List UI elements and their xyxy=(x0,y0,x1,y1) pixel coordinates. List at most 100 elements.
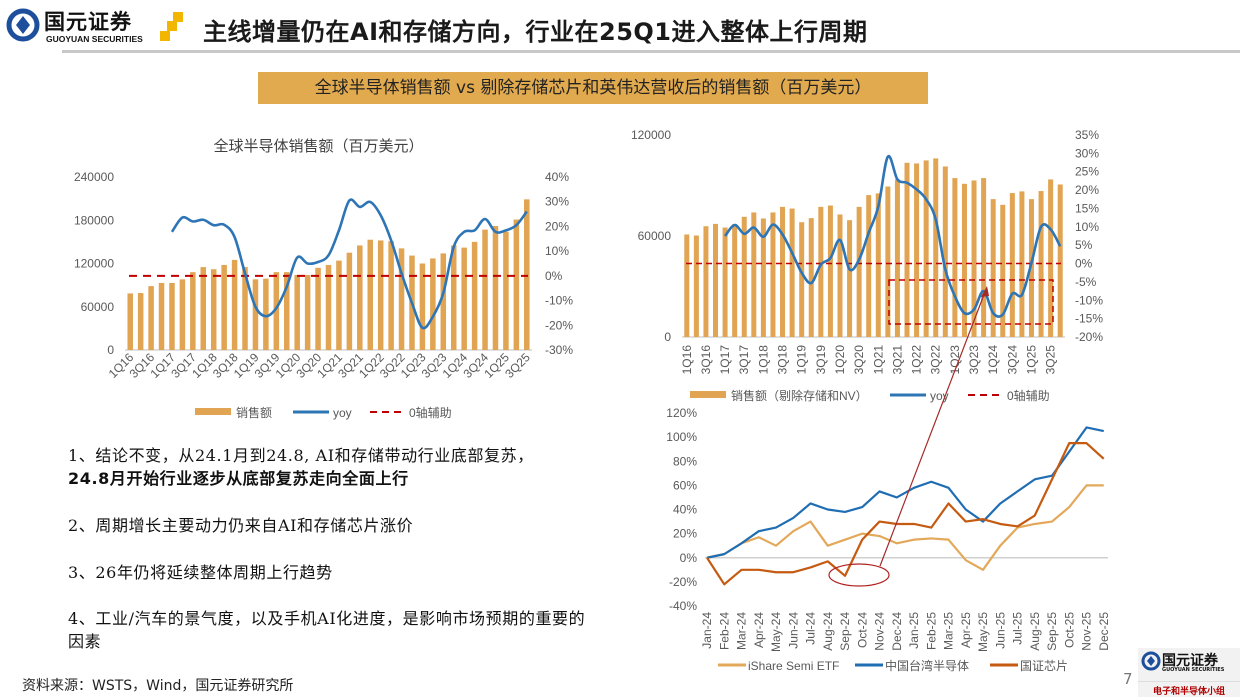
chart-title: 全球半导体销售额（百万美元） xyxy=(213,137,423,155)
bar xyxy=(990,199,996,337)
bar xyxy=(231,259,238,350)
x-axis-tick: Apr-25 xyxy=(959,612,973,648)
point-1-text: 1、结论不变，从24.1月到24.8, AI和存储带动行业底部复苏， xyxy=(68,446,534,465)
yoy-line xyxy=(724,154,1062,318)
y-axis-tick: 40% xyxy=(673,503,697,517)
right-axis-tick: 5% xyxy=(1075,238,1093,252)
bar xyxy=(388,241,394,350)
left-axis-tick: 120000 xyxy=(631,128,671,142)
bar xyxy=(492,226,499,350)
right-axis-tick: 30% xyxy=(1075,146,1099,160)
left-axis-tick: 120000 xyxy=(74,257,114,271)
logo-text-cn: 国元证券 xyxy=(44,10,132,34)
bar xyxy=(713,223,719,337)
left-axis-tick: 240000 xyxy=(74,170,114,184)
bar xyxy=(127,293,133,350)
bar xyxy=(837,214,843,337)
bar xyxy=(325,264,332,350)
x-axis-tick: 3Q20 xyxy=(852,345,866,375)
x-axis-tick: Dec-24 xyxy=(890,612,904,651)
bar xyxy=(751,212,757,337)
right-axis-tick: -30% xyxy=(545,343,573,357)
series-line-2 xyxy=(706,426,1104,559)
bar xyxy=(482,229,488,350)
x-axis-tick: Aug-24 xyxy=(821,612,835,651)
bar xyxy=(885,186,891,337)
bar xyxy=(252,279,259,350)
x-axis-tick: 3Q18 xyxy=(776,345,790,375)
point-3: 3、26年仍将延续整体周期上行趋势 xyxy=(68,563,333,582)
x-axis-tick: Sep-24 xyxy=(838,612,852,651)
footer-team-label: 电子和半导体小组 xyxy=(1138,681,1240,697)
bar xyxy=(1028,199,1034,337)
x-axis-tick: Nov-25 xyxy=(1080,612,1094,651)
x-axis-tick: Mar-24 xyxy=(735,612,749,650)
bar xyxy=(894,179,900,337)
x-axis-tick: 3Q25 xyxy=(1044,345,1058,375)
bar xyxy=(703,226,709,337)
x-axis-tick: 3Q25 xyxy=(502,350,533,381)
right-axis-tick: 25% xyxy=(1075,165,1099,179)
arrowhead-icon xyxy=(981,286,989,297)
legend-yoy-label: yoy xyxy=(930,389,949,403)
bar xyxy=(440,253,447,350)
x-axis-tick: 1Q23 xyxy=(948,345,962,375)
x-axis-tick: Jul-24 xyxy=(804,612,818,645)
bar xyxy=(461,247,467,350)
x-axis-tick: 1Q25 xyxy=(1024,345,1038,375)
right-axis-tick: -20% xyxy=(545,318,573,332)
x-axis-tick: 3Q17 xyxy=(737,345,751,375)
x-axis-tick: 1Q18 xyxy=(756,345,770,375)
bar xyxy=(503,231,509,350)
guoyuan-logo: 国元证券 GUOYUAN SECURITIES xyxy=(6,6,186,48)
right-axis-tick: 10% xyxy=(545,244,569,258)
bar xyxy=(273,272,280,350)
bar xyxy=(971,180,977,337)
bar xyxy=(148,286,154,350)
left-axis-tick: 0 xyxy=(664,330,671,344)
right-axis-tick: 20% xyxy=(545,219,569,233)
legend-bar-swatch xyxy=(690,391,726,398)
right-axis-tick: 0% xyxy=(545,269,563,283)
x-axis-tick: Jun-25 xyxy=(993,612,1007,649)
bar xyxy=(367,239,373,350)
x-axis-tick: Feb-25 xyxy=(924,612,938,650)
x-axis-tick: Nov-24 xyxy=(873,612,887,651)
y-axis-tick: 60% xyxy=(673,478,697,492)
logo-squares-icon xyxy=(160,12,183,41)
bar xyxy=(770,212,776,337)
point-1: 1、结论不变，从24.1月到24.8, AI和存储带动行业底部复苏， 24.8月… xyxy=(68,444,588,490)
bar xyxy=(904,162,910,337)
bar xyxy=(398,248,405,350)
bar xyxy=(419,263,426,350)
bar xyxy=(190,272,196,350)
header-divider xyxy=(62,50,1240,53)
right-axis-tick: -5% xyxy=(1075,275,1097,289)
bar xyxy=(693,235,699,337)
bar xyxy=(294,275,300,350)
y-axis-tick: 20% xyxy=(673,527,697,541)
bar xyxy=(722,227,728,337)
bar xyxy=(169,282,175,350)
bar xyxy=(1048,179,1054,337)
point-4: 4、工业/汽车的景气度，以及手机AI化进度，是影响市场预期的重要的因素 xyxy=(68,609,586,651)
right-axis-tick: -10% xyxy=(1075,293,1103,307)
y-axis-tick: 0% xyxy=(680,551,698,565)
legend-label: 国证芯片 xyxy=(1020,659,1068,673)
x-axis-tick: 1Q21 xyxy=(871,345,885,375)
bar xyxy=(961,183,967,337)
bar xyxy=(263,278,269,350)
bar xyxy=(847,220,853,337)
bar xyxy=(315,267,321,350)
bar xyxy=(914,163,920,337)
y-axis-tick: -20% xyxy=(669,575,697,589)
bar xyxy=(732,224,738,337)
bar xyxy=(1057,184,1063,337)
point-1-bold: 24.8月开始行业逐步从底部复苏走向全面上行 xyxy=(68,469,409,488)
x-axis-tick: Jun-24 xyxy=(786,612,800,649)
x-axis-tick: 3Q23 xyxy=(967,345,981,375)
x-axis-tick: 1Q24 xyxy=(986,345,1000,375)
bar xyxy=(471,241,478,350)
logo-text-en: GUOYUAN SECURITIES xyxy=(46,34,143,44)
x-axis-tick: Jul-25 xyxy=(1011,612,1025,645)
